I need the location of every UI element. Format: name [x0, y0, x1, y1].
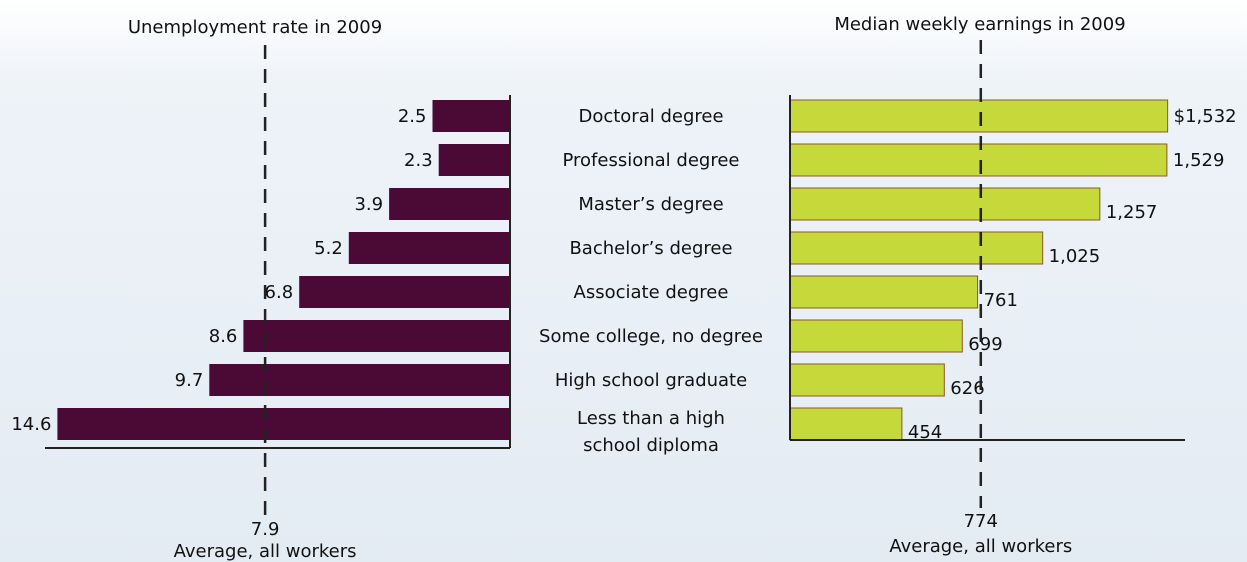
category-label: Some college, no degree [539, 326, 763, 347]
value-label: 699 [968, 334, 1002, 355]
bar [789, 407, 903, 441]
bar [348, 232, 510, 264]
panel-title: Median weekly earnings in 2009 [834, 14, 1125, 35]
average-value: 774 [964, 511, 998, 532]
bar [432, 100, 510, 132]
average-label: Average, all workers [174, 541, 357, 562]
category-label: school diploma [583, 435, 719, 456]
value-label: 2.3 [404, 150, 433, 171]
panel-title: Unemployment rate in 2009 [128, 17, 382, 38]
value-label: $1,532 [1174, 106, 1237, 127]
value-label: 761 [984, 290, 1018, 311]
value-label: 1,529 [1173, 150, 1225, 171]
category-label: Associate degree [574, 282, 729, 303]
value-label: 626 [950, 378, 984, 399]
average-label: Average, all workers [889, 536, 1072, 557]
category-label: High school graduate [555, 370, 747, 391]
bar [789, 363, 945, 397]
bar [789, 319, 963, 353]
bar [438, 144, 510, 176]
value-label: 3.9 [354, 194, 383, 215]
value-label: 2.5 [398, 106, 427, 127]
bar [389, 188, 510, 220]
category-label: Doctoral degree [578, 106, 723, 127]
average-value: 7.9 [251, 519, 280, 540]
value-label: 8.6 [209, 326, 238, 347]
category-label: Master’s degree [578, 194, 723, 215]
value-label: 1,257 [1106, 202, 1158, 223]
bar [209, 364, 511, 396]
bar [243, 320, 510, 352]
value-label: 9.7 [175, 370, 204, 391]
bar [789, 187, 1101, 221]
category-label: Less than a high [577, 408, 725, 429]
bar [789, 143, 1168, 177]
category-label: Professional degree [563, 150, 740, 171]
value-label: 6.8 [265, 282, 294, 303]
bar [789, 99, 1169, 133]
category-label: Bachelor’s degree [569, 238, 732, 259]
bar [57, 408, 511, 440]
bar [299, 276, 510, 308]
value-label: 5.2 [314, 238, 343, 259]
value-label: 14.6 [11, 414, 51, 435]
bar [789, 231, 1044, 265]
value-label: 1,025 [1049, 246, 1101, 267]
value-label: 454 [908, 422, 942, 443]
bar [789, 275, 979, 309]
